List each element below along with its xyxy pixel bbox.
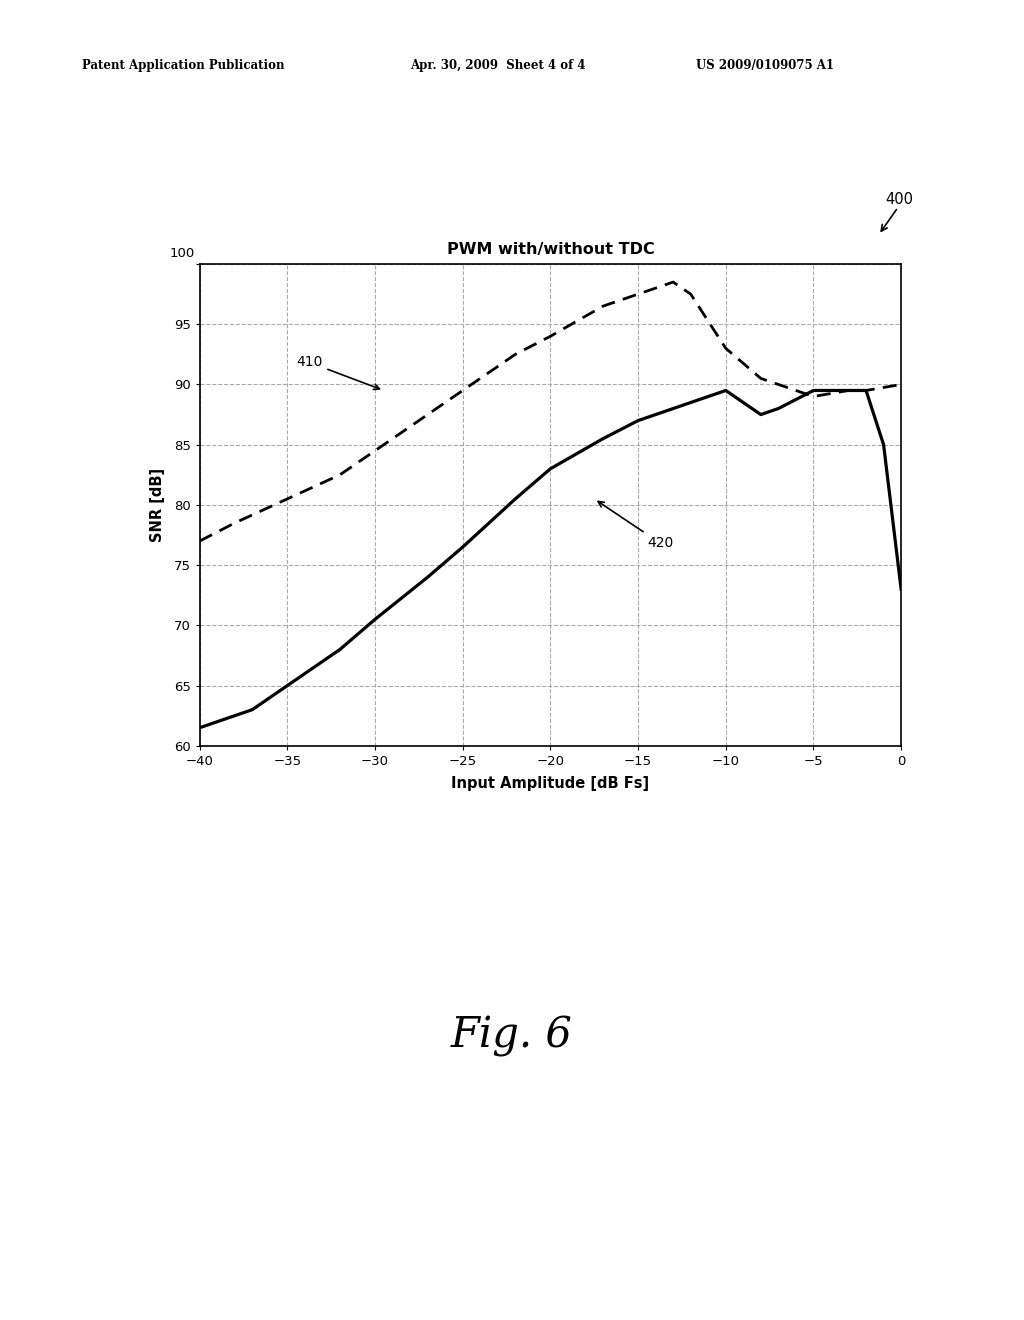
X-axis label: Input Amplitude [dB Fs]: Input Amplitude [dB Fs] — [452, 776, 649, 791]
Text: 410: 410 — [296, 355, 380, 389]
Text: Apr. 30, 2009  Sheet 4 of 4: Apr. 30, 2009 Sheet 4 of 4 — [410, 59, 585, 73]
Text: 420: 420 — [598, 502, 673, 550]
Y-axis label: SNR [dB]: SNR [dB] — [151, 467, 165, 543]
Text: 400: 400 — [886, 193, 913, 207]
Text: US 2009/0109075 A1: US 2009/0109075 A1 — [696, 59, 835, 73]
Title: PWM with/without TDC: PWM with/without TDC — [446, 243, 654, 257]
Text: Fig. 6: Fig. 6 — [451, 1015, 573, 1057]
Text: 100: 100 — [169, 247, 195, 260]
Text: Patent Application Publication: Patent Application Publication — [82, 59, 285, 73]
